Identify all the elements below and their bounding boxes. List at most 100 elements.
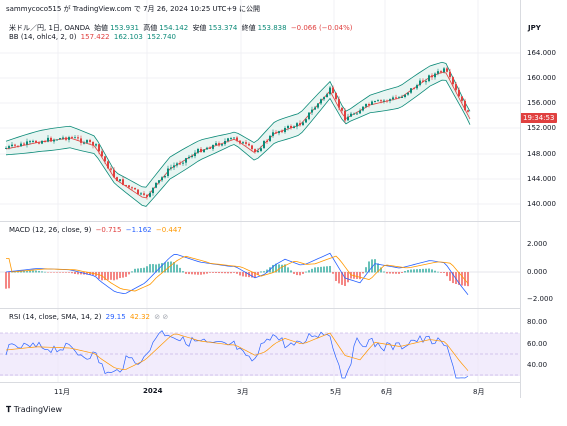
pane-divider[interactable] [0,221,520,222]
macd-histogram-bar [221,272,223,273]
candle-body [131,187,133,188]
candle-body [344,111,346,121]
candle-body [317,103,319,107]
macd-histogram-bar [8,272,10,288]
macd-histogram-bar [344,272,346,286]
candle-body [239,141,241,144]
candle-body [254,149,256,152]
candle-body [203,150,205,153]
candle-body [233,137,235,138]
macd-histogram-bar [35,271,37,273]
macd-histogram-bar [347,272,349,282]
high-label: 高値 [143,24,157,32]
candle-body [314,108,316,110]
candle-body [143,193,145,194]
candle-body [29,141,31,142]
bb-upper-value: 162.103 [114,33,143,41]
candle-body [119,179,121,181]
macd-histogram-bar [308,270,310,272]
macd-histogram-bar [242,272,244,276]
candle-body [377,100,379,101]
macd-histogram-bar [71,272,73,273]
macd-histogram-bar [407,270,409,272]
macd-histogram-bar [287,267,289,272]
symbol-name[interactable]: 米ドル／円, 1日, OANDA [9,24,90,32]
candle-body [167,169,169,177]
macd-histogram-bar [209,272,211,273]
candle-body [440,71,442,72]
candle-body [65,137,67,139]
macd-histogram-bar [182,271,184,272]
macd-histogram-bar [431,269,433,272]
candle-body [215,143,217,145]
candle-body [230,138,232,139]
candle-body [455,84,457,90]
rsi-value: 29.15 [106,313,126,321]
macd-histogram-bar [125,272,127,277]
candle-body [152,188,154,193]
bb-legend[interactable]: BB (14, ohlc4, 2, 0) 157.422 162.103 152… [9,33,178,41]
macd-histogram-bar [260,271,262,272]
macd-histogram-bar [137,268,139,272]
candle-body [464,101,466,110]
candle-body [335,93,337,99]
macd-histogram-bar [461,272,463,285]
candle-body [290,126,292,128]
candle-body [170,167,172,168]
close-label: 終値 [242,24,256,32]
macd-histogram-bar [191,272,193,274]
low-label: 安値 [192,24,206,32]
macd-histogram-bar [446,272,448,276]
macd-histogram-bar [119,272,121,278]
macd-label: MACD (12, 26, close, 9) [9,226,91,234]
macd-legend[interactable]: MACD (12, 26, close, 9) −0.715 −1.162 −0… [9,226,184,234]
pane-divider[interactable] [0,308,520,309]
candle-body [50,138,52,142]
currency-label[interactable]: JPY [528,24,541,32]
macd-histogram-bar [437,272,439,273]
macd-histogram-bar [116,272,118,279]
candle-body [431,75,433,77]
macd-histogram-bar [434,271,436,273]
candle-body [305,119,307,122]
macd-histogram-bar [239,272,241,275]
candle-body [17,146,19,147]
candle-body [212,145,214,149]
macd-histogram-bar [335,272,337,281]
candle-body [434,74,436,78]
price-tick: 156.000 [527,99,556,107]
macd-histogram-bar [74,272,76,274]
tradingview-logo[interactable]: 𝐓 TradingView [6,405,62,415]
macd-histogram-bar [263,271,265,272]
macd-histogram-bar [113,272,115,280]
macd-histogram-bar [359,272,361,279]
macd-histogram-bar [236,272,238,274]
publish-info: sammycoco515 が TradingView.com で 7月 26, … [6,4,260,14]
candle-body [125,185,127,186]
macd-histogram-bar [143,268,145,273]
candle-body [380,100,382,101]
macd-histogram-bar [194,272,196,275]
candle-body [389,99,391,101]
candle-body [461,96,463,100]
macd-histogram-bar [50,272,52,273]
candle-body [422,81,424,82]
macd-histogram-bar [122,272,124,278]
candle-body [320,99,322,103]
candle-body [248,144,250,146]
time-tick: 3月 [237,387,248,397]
candle-body [281,131,283,132]
rsi-legend[interactable]: RSI (14, close, SMA, 14, 2) 29.15 42.32 … [9,313,170,321]
candle-body [386,101,388,102]
candle-body [155,183,157,188]
macd-histogram-bar [203,272,205,274]
macd-histogram-bar [128,272,130,274]
candle-body [452,77,454,84]
candle-body [410,88,412,92]
candle-body [398,97,400,98]
candle-body [179,163,181,164]
candle-body [437,71,439,73]
candle-body [419,81,421,86]
